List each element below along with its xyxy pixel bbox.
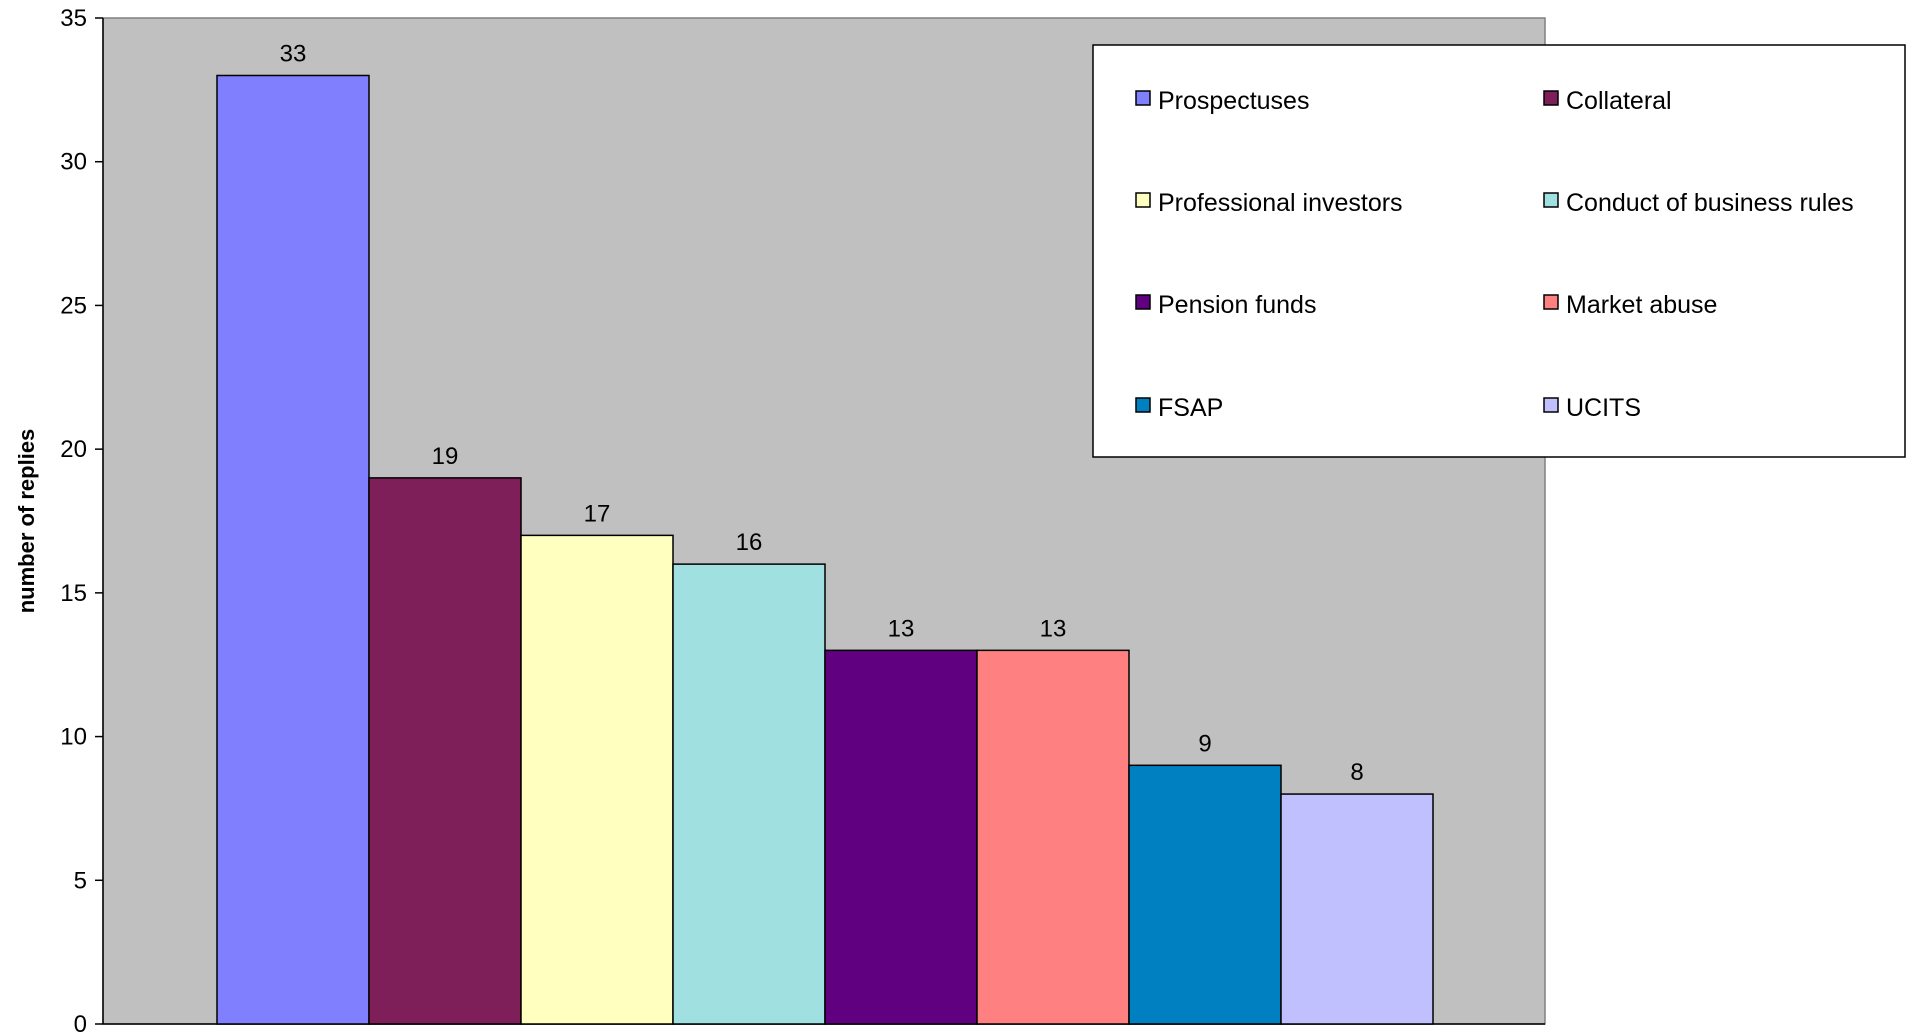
- legend-box: [1092, 44, 1906, 458]
- bar: [520, 534, 674, 1025]
- legend-swatch: [1135, 90, 1151, 106]
- legend-swatch: [1543, 90, 1559, 106]
- y-tick-label: 25: [60, 292, 87, 319]
- data-label: 13: [1040, 615, 1067, 642]
- data-label: 17: [584, 500, 611, 527]
- legend-swatch: [1135, 397, 1151, 413]
- y-tick-label: 30: [60, 149, 87, 176]
- legend-label: Prospectuses: [1158, 87, 1309, 115]
- y-tick-label: 35: [60, 5, 87, 32]
- legend: Prospectuses Collateral Professional inves…: [1092, 44, 1906, 458]
- y-tick-label: 0: [74, 1011, 87, 1036]
- bar: [672, 563, 826, 1025]
- data-label: 33: [280, 40, 307, 67]
- legend-swatch: [1135, 192, 1151, 208]
- legend-label: Pension funds: [1158, 291, 1316, 319]
- legend-swatch: [1543, 397, 1559, 413]
- legend-swatch: [1135, 294, 1151, 310]
- data-label: 9: [1198, 730, 1211, 757]
- y-axis-title: number of replies: [14, 429, 39, 614]
- y-tick-label: 15: [60, 580, 87, 607]
- legend-label: UCITS: [1566, 394, 1641, 422]
- legend-label: FSAP: [1158, 394, 1223, 422]
- data-labels: 33 19 17 16 13 13 9 8: [280, 40, 1364, 786]
- bars: [216, 74, 1434, 1025]
- data-label: 16: [736, 529, 763, 556]
- data-label: 13: [888, 615, 915, 642]
- y-tick-label: 20: [60, 436, 87, 463]
- bar: [824, 649, 978, 1025]
- legend-swatch: [1543, 192, 1559, 208]
- y-tick-label: 10: [60, 724, 87, 751]
- legend-label: Collateral: [1566, 87, 1672, 115]
- bar: [1280, 793, 1434, 1025]
- data-label: 8: [1350, 759, 1363, 786]
- data-label: 19: [432, 443, 459, 470]
- legend-label: Conduct of business rules: [1566, 189, 1854, 217]
- legend-label: Market abuse: [1566, 291, 1717, 319]
- bar: [976, 649, 1130, 1025]
- bar: [216, 74, 370, 1025]
- legend-swatch: [1543, 294, 1559, 310]
- y-tick-label: 5: [74, 867, 87, 894]
- bar: [1128, 764, 1282, 1025]
- legend-label: Professional investors: [1158, 189, 1403, 217]
- bar: [368, 477, 522, 1025]
